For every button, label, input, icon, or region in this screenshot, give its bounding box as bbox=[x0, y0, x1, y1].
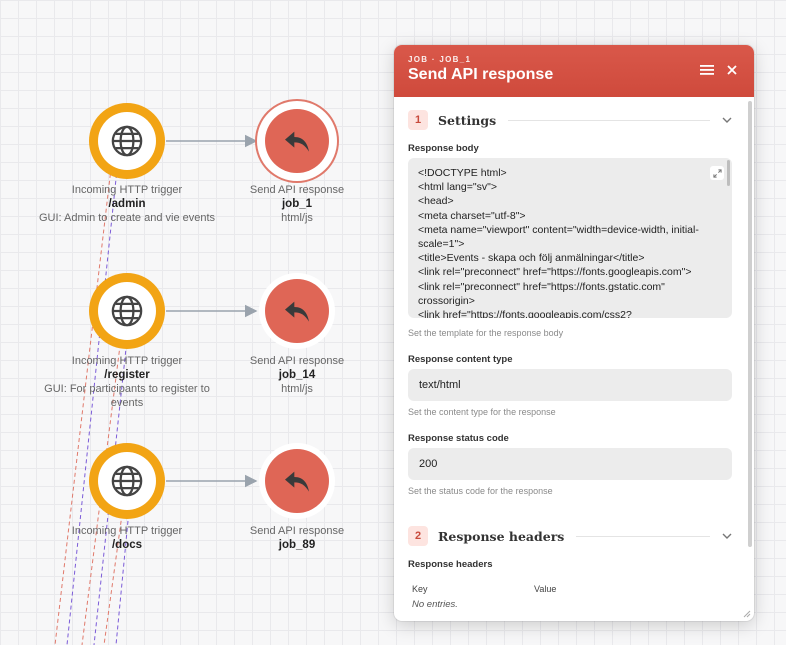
code-line: <!DOCTYPE html> bbox=[418, 167, 507, 179]
content-type-label: Response content type bbox=[408, 354, 513, 365]
reply-icon bbox=[285, 471, 309, 492]
chevron-down-icon[interactable] bbox=[722, 532, 732, 540]
panel-title: Send API response bbox=[408, 66, 554, 83]
trigger-type: Incoming HTTP trigger bbox=[71, 355, 183, 367]
response-node-job1[interactable] bbox=[259, 103, 335, 179]
status-code-input[interactable]: 200 bbox=[408, 448, 732, 480]
globe-icon bbox=[111, 465, 143, 497]
content-type-help: Set the content type for the response bbox=[408, 407, 556, 417]
trigger-path: /admin bbox=[108, 198, 146, 210]
response-body-editor[interactable]: <!DOCTYPE html> <html lang="sv"> <head> <me… bbox=[408, 158, 732, 318]
response-body-label: Response body bbox=[408, 143, 479, 154]
response-type: Send API response bbox=[249, 525, 345, 537]
trigger-type: Incoming HTTP trigger bbox=[71, 525, 183, 537]
content-type-input[interactable]: text/html bbox=[408, 369, 732, 401]
trigger-path: /docs bbox=[111, 539, 143, 551]
dashed-edge-5 bbox=[103, 499, 125, 645]
trigger-label-docs: Incoming HTTP trigger /docs bbox=[37, 524, 217, 552]
response-label-job89: Send API response job_89 bbox=[207, 524, 387, 552]
response-job: job_14 bbox=[278, 369, 316, 381]
section-number: 1 bbox=[408, 110, 428, 130]
response-kind: html/js bbox=[281, 383, 313, 395]
code-line: <html lang="sv"> bbox=[418, 181, 497, 194]
reply-icon bbox=[285, 301, 309, 322]
status-code-help: Set the status code for the response bbox=[408, 486, 553, 496]
globe-icon bbox=[111, 295, 143, 327]
response-type: Send API response bbox=[249, 184, 345, 196]
code-line: <link href="https://fonts.googleapis.com… bbox=[418, 309, 632, 318]
chevron-down-icon[interactable] bbox=[722, 116, 732, 124]
section-title: Settings bbox=[438, 112, 497, 128]
resize-grip-icon[interactable] bbox=[743, 610, 751, 618]
response-job: job_1 bbox=[281, 198, 313, 210]
job-settings-panel: JOB · JOB_1 Send API response 1 Settings… bbox=[394, 45, 754, 621]
column-key: Key bbox=[412, 584, 428, 594]
trigger-node-docs[interactable] bbox=[89, 443, 165, 519]
response-node-job89[interactable] bbox=[259, 443, 335, 519]
status-code-label: Response status code bbox=[408, 433, 509, 444]
response-node-job14[interactable] bbox=[259, 273, 335, 349]
section-title: Response headers bbox=[438, 528, 565, 544]
panel-scrollbar[interactable] bbox=[748, 101, 752, 547]
response-label-job14: Send API response job_14 html/js bbox=[207, 354, 387, 396]
trigger-node-admin[interactable] bbox=[89, 103, 165, 179]
code-line: <link rel="preconnect" href="https://fon… bbox=[418, 280, 668, 307]
code-line: <meta charset="utf-8"> bbox=[418, 209, 526, 222]
code-line: <title>Events - skapa och följ anmälning… bbox=[418, 252, 645, 265]
panel-header: JOB · JOB_1 Send API response bbox=[394, 45, 754, 97]
expand-editor-button[interactable] bbox=[710, 166, 724, 180]
panel-kicker: JOB · JOB_1 bbox=[408, 55, 472, 64]
trigger-label-register: Incoming HTTP trigger /register GUI: For… bbox=[37, 354, 217, 410]
expand-icon bbox=[712, 168, 722, 178]
dashed-edge-4 bbox=[93, 329, 129, 645]
code-line: <link rel="preconnect" href="https://fon… bbox=[418, 266, 692, 279]
response-headers-label: Response headers bbox=[408, 559, 493, 570]
globe-icon bbox=[111, 125, 143, 157]
trigger-type: Incoming HTTP trigger bbox=[71, 184, 183, 196]
hamburger-icon bbox=[700, 65, 714, 75]
dashed-edge-2 bbox=[66, 159, 119, 645]
response-body-help: Set the template for the response body bbox=[408, 328, 564, 338]
section-settings-header[interactable]: 1 Settings bbox=[408, 109, 732, 131]
trigger-desc: GUI: Admin to create and vie events bbox=[38, 212, 216, 224]
response-job: job_89 bbox=[278, 539, 316, 551]
code-line: <meta name="viewport" content="width=dev… bbox=[418, 223, 699, 251]
dashed-edge-6 bbox=[115, 499, 131, 645]
headers-empty-state: No entries. bbox=[412, 599, 458, 610]
trigger-desc: GUI: For participants to register to eve… bbox=[44, 383, 210, 409]
close-icon bbox=[727, 65, 737, 75]
dashed-edge-3 bbox=[81, 329, 123, 645]
section-divider bbox=[576, 535, 710, 537]
section-number: 2 bbox=[408, 526, 428, 546]
code-lines: <!DOCTYPE html> <html lang="sv"> <head> <me… bbox=[418, 166, 708, 318]
menu-button[interactable] bbox=[698, 61, 716, 79]
editor-scrollbar[interactable] bbox=[727, 160, 730, 186]
reply-icon bbox=[285, 131, 309, 152]
column-value: Value bbox=[534, 584, 557, 594]
response-kind: html/js bbox=[281, 212, 313, 224]
trigger-label-admin: Incoming HTTP trigger /admin GUI: Admin … bbox=[37, 183, 217, 225]
trigger-path: /register bbox=[104, 369, 150, 381]
dashed-edge-1 bbox=[54, 159, 113, 645]
section-headers-header[interactable]: 2 Response headers bbox=[408, 525, 732, 547]
response-label-job1: Send API response job_1 html/js bbox=[207, 183, 387, 225]
section-divider bbox=[508, 119, 710, 121]
close-button[interactable] bbox=[723, 61, 741, 79]
response-type: Send API response bbox=[249, 355, 345, 367]
trigger-node-register[interactable] bbox=[89, 273, 165, 349]
code-line: <head> bbox=[418, 195, 454, 208]
